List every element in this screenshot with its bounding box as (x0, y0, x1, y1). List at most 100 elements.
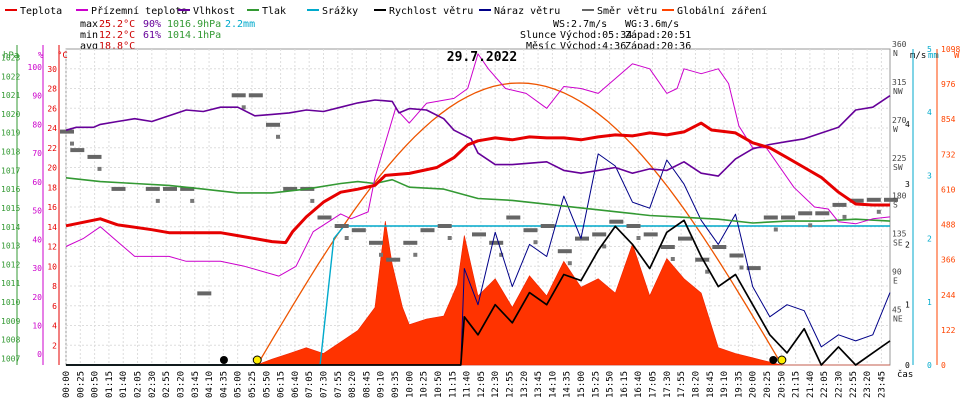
wind-direction-mark (266, 122, 280, 127)
humidity-tick: 80 (32, 120, 42, 129)
radiation-tick: 244 (941, 291, 956, 300)
wind-direction-mark (472, 232, 486, 237)
time-tick: 05:00 (234, 371, 244, 398)
humidity-tick: 60 (32, 178, 42, 187)
direction-tick-degrees: 315 (892, 78, 907, 87)
wind-direction-mark (602, 244, 607, 249)
time-tick: 14:10 (548, 371, 558, 398)
wind-direction-mark (842, 214, 847, 219)
pressure-line (65, 177, 891, 224)
stat-label: max (80, 19, 98, 30)
time-tick: 13:20 (520, 371, 530, 398)
wind-tick: 0 (905, 361, 910, 370)
legend-label: Globální záření (677, 5, 767, 17)
time-tick: 17:30 (663, 371, 673, 398)
wind-direction-mark (369, 240, 383, 245)
temperature-line (65, 121, 890, 245)
wind-direction-mark (557, 249, 572, 254)
time-tick: 00:00 (62, 371, 72, 398)
time-tick: 15:25 (591, 371, 601, 398)
time-tick: 11:15 (448, 371, 458, 398)
wind-direction-mark (636, 236, 641, 240)
temperature-tick: 6 (52, 302, 57, 311)
time-tick: 22:05 (820, 371, 830, 398)
wind-direction-mark (678, 236, 692, 241)
time-tick: 15:00 (577, 371, 587, 398)
time-tick: 03:45 (191, 371, 201, 398)
wind-direction-mark (705, 269, 710, 274)
humidity-tick: 40 (32, 235, 42, 244)
direction-tick-label: S (893, 201, 898, 210)
wind-direction-mark (815, 211, 830, 216)
rain-tick: 1 (927, 298, 932, 307)
temperature-tick: 20 (47, 164, 57, 173)
pressure-tick: 1019 (1, 129, 20, 138)
rain-tick: 2 (927, 235, 932, 244)
stat-temperature: 18.8°C (99, 41, 135, 52)
wind-direction-mark (866, 197, 881, 202)
wind-direction-mark (70, 148, 85, 153)
pressure-tick: 1020 (1, 110, 20, 119)
wind-direction-mark (413, 252, 418, 257)
time-tick: 08:45 (362, 371, 372, 398)
time-tick: 16:15 (620, 371, 630, 398)
wind-direction-mark (317, 215, 332, 220)
sunrise-icon (252, 355, 262, 365)
wind-direction-mark (739, 265, 744, 270)
legend-label: Rychlost větru (389, 5, 473, 17)
sun-label: Slunce (520, 30, 556, 41)
wind-direction-mark (180, 186, 195, 191)
radiation-tick: 122 (941, 326, 956, 335)
time-tick: 23:45 (877, 371, 887, 398)
temperature-tick: 16 (47, 203, 57, 212)
time-tick: 20:00 (749, 371, 759, 398)
wind-direction-mark (506, 215, 521, 220)
time-tick: 00:25 (76, 371, 86, 398)
time-tick: 15:50 (606, 371, 616, 398)
time-unit: čas (897, 369, 913, 380)
wind-direction-mark (351, 228, 366, 233)
temperature-tick: 24 (47, 124, 57, 133)
legend: Teplota Přízemní teplota Vlhkost Tlak Srážky… (5, 5, 767, 17)
pressure-unit: hPa (3, 51, 19, 61)
time-tick: 13:45 (534, 371, 544, 398)
time-tick: 05:50 (262, 371, 272, 398)
legend-label: Srážky (322, 5, 358, 17)
wind-tick: 4 (905, 120, 910, 129)
moonset-icon (769, 356, 778, 364)
humidity-tick: 90 (32, 92, 42, 101)
time-tick: 14:35 (563, 371, 573, 398)
humidity-tick: 50 (32, 207, 42, 216)
time-tick: 04:35 (219, 371, 229, 398)
axes: hPa% °C m/s mm W1007100810091010101110121013… (1, 40, 960, 398)
direction-tick-label: NW (893, 87, 903, 96)
time-tick: 17:05 (649, 371, 659, 398)
stat-temperature: 25.2°C (99, 19, 135, 30)
time-tick: 09:35 (391, 371, 401, 398)
wind-direction-mark (163, 186, 177, 191)
temperature-tick: 14 (47, 223, 57, 232)
wind-direction-mark (592, 232, 607, 237)
temperature-tick: 2 (52, 341, 57, 350)
temperature-tick: 28 (47, 85, 57, 94)
humidity-tick: 20 (32, 293, 42, 302)
time-tick: 21:40 (806, 371, 816, 398)
wind-direction-mark (540, 224, 555, 228)
wind-direction-mark (567, 261, 572, 266)
radiation-tick: 976 (941, 80, 956, 89)
wind-direction-mark (145, 186, 160, 191)
time-tick: 18:45 (706, 371, 716, 398)
wind-gust-avg: WG:3.6m/s (625, 19, 679, 30)
direction-tick-degrees: 225 (892, 154, 907, 163)
wind-direction-mark (97, 166, 102, 171)
radiation-tick: 0 (941, 361, 946, 370)
wind-direction-mark (808, 223, 813, 228)
wind-tick: 2 (905, 240, 910, 249)
wind-direction-mark (155, 198, 160, 203)
rain-tick: 5 (927, 45, 932, 54)
radiation-tick: 732 (941, 150, 956, 159)
humidity-tick: 70 (32, 149, 42, 158)
time-tick: 04:10 (205, 371, 215, 398)
time-tick: 07:05 (305, 371, 315, 398)
direction-tick-degrees: 45 (892, 305, 902, 314)
